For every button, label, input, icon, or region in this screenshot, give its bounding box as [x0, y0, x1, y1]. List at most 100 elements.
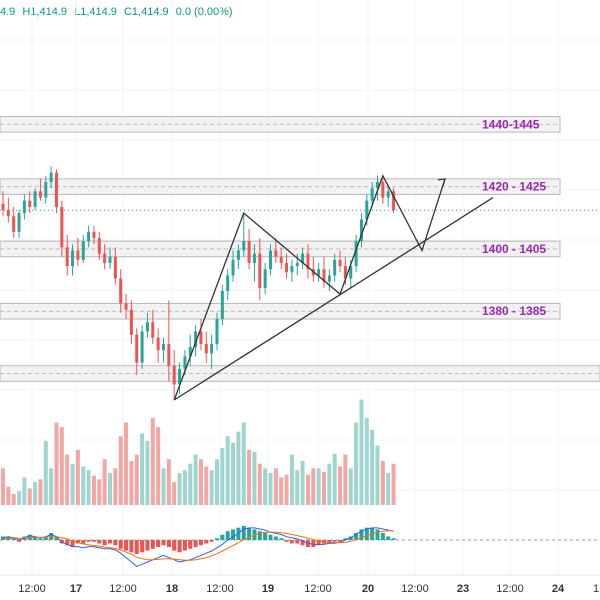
macd-histogram-bar	[241, 525, 246, 540]
macd-histogram-bar	[134, 540, 139, 555]
candle-body	[97, 238, 101, 254]
volume-bar	[49, 468, 54, 505]
volume-bar	[182, 470, 187, 505]
volume-bar	[27, 488, 32, 505]
macd-histogram-bar	[65, 540, 70, 546]
volume-bar	[33, 482, 38, 505]
candle-body	[210, 343, 214, 354]
candle-body	[215, 319, 219, 344]
drawings[interactable]	[173, 174, 494, 401]
volume-bar	[348, 468, 353, 505]
macd-histogram-bar	[359, 529, 364, 540]
macd-histogram-bar	[193, 540, 198, 548]
time-tick-label: 12:00	[304, 583, 332, 595]
volume-bar	[97, 479, 102, 505]
volume-bar	[113, 468, 118, 505]
candle-body	[156, 337, 160, 351]
candle-body	[343, 266, 347, 279]
macd-histogram-bar	[70, 540, 75, 548]
macd-histogram-bar	[38, 538, 43, 540]
macd-histogram-bar	[75, 540, 80, 544]
candlesticks	[1, 166, 396, 400]
volume-bar	[284, 474, 289, 505]
volume-bar	[322, 472, 326, 505]
candle-body	[17, 213, 21, 232]
volume-bar	[343, 454, 348, 505]
candle-body	[22, 200, 26, 214]
volume-bar	[354, 422, 359, 505]
volume-bar	[364, 417, 369, 505]
candle-body	[322, 269, 326, 282]
candle-body	[220, 290, 224, 320]
candle-body	[199, 331, 203, 344]
macd-histogram-bar	[279, 538, 284, 540]
volume-bar	[161, 468, 166, 505]
macd-histogram-bar	[289, 540, 294, 544]
zone-rect	[0, 365, 600, 382]
macd-histogram-bar	[145, 540, 150, 551]
candle-body	[60, 206, 64, 248]
time-tick-label: 12:00	[206, 583, 234, 595]
zone-label: 1380 - 1385	[482, 304, 546, 318]
volume-bar	[150, 417, 155, 505]
volume-bar	[279, 477, 284, 505]
time-tick-label: 1	[593, 583, 599, 595]
macd-histogram-bar	[161, 540, 166, 546]
volume-bar	[316, 468, 321, 505]
time-tick-label: 12:00	[18, 583, 46, 595]
macd-histogram-bar	[354, 532, 359, 540]
macd-histogram-bar	[1, 536, 5, 540]
candle-body	[44, 181, 48, 198]
macd-histogram-bar	[257, 531, 262, 540]
volume-bar	[54, 422, 59, 505]
candle-body	[33, 191, 37, 207]
time-tick-label: 20	[362, 583, 374, 595]
volume-bar	[295, 470, 300, 505]
candle-body	[381, 181, 385, 198]
macd-histogram-bar	[375, 529, 380, 540]
volume-bar	[75, 450, 80, 505]
volume-bar	[102, 459, 107, 505]
volume-bar	[359, 399, 364, 505]
volume-bar	[380, 461, 385, 505]
time-tick-label: 17	[70, 583, 82, 595]
candle-body	[359, 219, 363, 242]
volume-bar	[166, 459, 171, 505]
candle-body	[242, 241, 246, 251]
candle-body	[365, 200, 369, 220]
volume-bar	[386, 472, 391, 505]
high-value: H1,414.9	[22, 6, 68, 18]
candle-body	[151, 322, 155, 338]
volume-bar	[198, 459, 203, 505]
volume-bar	[91, 475, 96, 505]
volume-bar	[252, 451, 257, 505]
volume-bar	[263, 468, 268, 505]
zone-label: 1440-1445	[482, 117, 540, 131]
macd-histogram-bar	[198, 540, 203, 546]
volume-bar	[370, 429, 375, 505]
candle-body	[49, 172, 53, 182]
time-tick-label: 12:00	[401, 583, 429, 595]
macd-histogram-bar	[81, 540, 86, 544]
volume-bar	[231, 442, 236, 505]
candle-body	[172, 365, 176, 385]
candle-body	[194, 331, 198, 348]
volume-bar	[188, 463, 193, 505]
candle-body	[392, 191, 396, 210]
candle-body	[119, 278, 123, 304]
volume-bar	[327, 463, 332, 505]
macd-histogram-bar	[118, 540, 123, 549]
candle-body	[354, 241, 358, 267]
volume-bar	[247, 450, 252, 505]
arrow-head-icon	[437, 178, 446, 187]
volume-bar	[108, 472, 112, 505]
volume-bar	[236, 431, 241, 505]
ohlc-legend: 4.9 H1,414.9 L1,414.9 C1,414.9 0.0 (0.00…	[0, 6, 237, 18]
candle-body	[55, 172, 58, 207]
volume-bar	[156, 427, 161, 505]
volume-bar	[22, 477, 27, 505]
volume-bar	[289, 454, 294, 505]
macd-histogram-bar	[332, 540, 337, 542]
volume-bar	[215, 459, 219, 505]
